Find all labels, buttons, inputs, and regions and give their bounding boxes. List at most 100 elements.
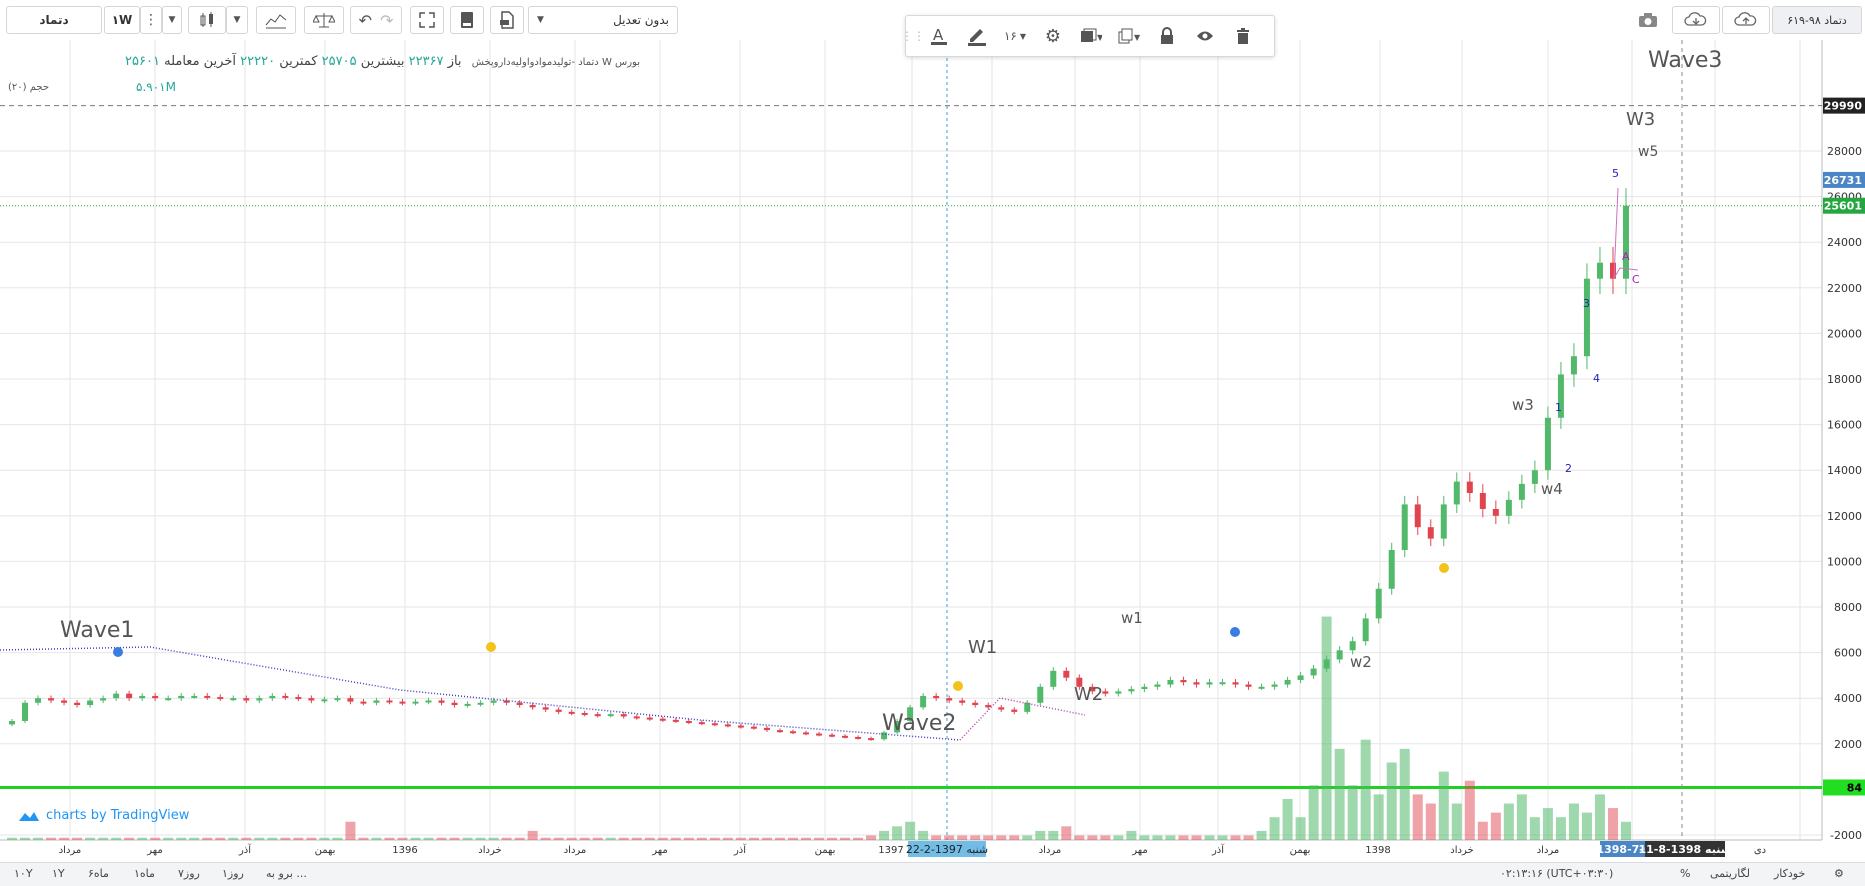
pencil-color-button[interactable] [958, 16, 996, 56]
candle-body [1427, 527, 1434, 539]
chart-type-dropdown[interactable]: ▼ [226, 6, 248, 34]
camera-icon [1639, 13, 1657, 27]
percent-toggle[interactable]: % [1680, 867, 1691, 880]
range-6m[interactable]: ۶ماه [88, 867, 109, 880]
volume-bar [761, 837, 772, 840]
range-7d[interactable]: ۷روز [178, 867, 200, 880]
candle-body [126, 693, 133, 699]
indicators-icon [265, 14, 287, 29]
volume-bar [774, 837, 785, 840]
clone-button[interactable]: ▼ [1110, 16, 1148, 56]
event-marker[interactable] [486, 642, 496, 652]
candle-body [178, 695, 185, 699]
volume-bar [1139, 835, 1150, 840]
candle-body [724, 724, 731, 727]
fullscreen-button[interactable] [410, 6, 444, 34]
range-1d[interactable]: ۱روز [222, 867, 244, 880]
event-marker[interactable] [1439, 563, 1449, 573]
volume-bar [1308, 785, 1319, 840]
volume-bar [1256, 830, 1267, 840]
abc-correction-line[interactable] [1613, 187, 1639, 279]
volume-bar [527, 830, 538, 840]
candle-body [269, 695, 276, 699]
cloud-upload-button[interactable] [1722, 6, 1770, 34]
volume-bar [683, 837, 694, 840]
event-marker[interactable] [113, 647, 123, 657]
volume-bar [918, 830, 929, 840]
delete-button[interactable] [1224, 16, 1262, 56]
interval-button[interactable]: ۱W [104, 6, 140, 34]
candle-body [985, 705, 992, 708]
text-color-button[interactable]: A [920, 16, 958, 56]
chart-area[interactable]: -2000 2000 4000 6000 8000 10000 12000 14000 1600… [0, 40, 1865, 862]
range-1y[interactable]: ۱Y [52, 867, 65, 880]
volume-bar [1503, 803, 1514, 840]
symbol-label: دتماد [39, 13, 69, 27]
log-toggle[interactable]: لگاریتمی [1710, 867, 1750, 880]
range-1m[interactable]: ۱ماه [134, 867, 155, 880]
cloud-download-button[interactable] [1672, 6, 1720, 34]
candle-body [1063, 670, 1070, 678]
volume-bar [1243, 835, 1254, 840]
cloud-download-icon [1684, 12, 1707, 26]
snapshot-camera-button[interactable] [1630, 6, 1666, 34]
settings-button[interactable]: ⚙ [1034, 16, 1072, 56]
clock-label[interactable]: ۰۲:۱۳:۱۶ (UTC+۰۳:۳۰) [1500, 867, 1614, 880]
volume-bar [905, 821, 916, 840]
x-tick-label: مهر [651, 845, 667, 856]
visibility-button[interactable] [1186, 16, 1224, 56]
redo-icon[interactable]: ↷ [380, 10, 394, 30]
volume-bar [970, 835, 981, 840]
compare-button[interactable] [304, 6, 344, 34]
gear-icon[interactable]: ⚙ [1834, 867, 1844, 880]
save-button[interactable] [450, 6, 484, 34]
symbol-search[interactable]: دتماد [6, 6, 102, 34]
candle-body [243, 698, 250, 701]
legend-series-name: بورس W دتماد -تولیدموادواولیه‌داروپخش [471, 57, 640, 68]
chart-background [0, 40, 1865, 862]
indicators-button[interactable] [256, 6, 296, 34]
volume-bar [1217, 835, 1228, 840]
candle-body [920, 695, 927, 708]
candle-body [855, 736, 862, 739]
undo-icon[interactable]: ↶ [358, 10, 372, 30]
candle-body [1258, 686, 1265, 689]
candle-body [230, 698, 237, 701]
goto-date-button[interactable]: برو به ... [266, 867, 307, 880]
volume-bar [1412, 794, 1423, 840]
trendline[interactable] [0, 646, 961, 741]
volume-bar [566, 837, 577, 840]
volume-label: حجم (۲۰) [8, 82, 50, 93]
more-options-button[interactable]: ⋮ [140, 6, 162, 34]
event-marker[interactable] [953, 681, 963, 691]
layers-button[interactable]: ▼ [1072, 16, 1110, 56]
adjustment-select[interactable]: ▼ بدون تعدیل [528, 6, 678, 34]
chart-name-tab[interactable]: دتماد ۹۸-۶۱۹ [1772, 6, 1862, 34]
price-tag [1823, 97, 1865, 114]
chart-type-button[interactable] [188, 6, 226, 34]
auto-toggle[interactable]: خودکار [1774, 867, 1806, 880]
candle-body [360, 701, 367, 704]
volume-bar [1451, 803, 1462, 840]
drag-handle-icon[interactable]: ⋮⋮ [901, 29, 925, 43]
interval-dropdown[interactable]: ▼ [162, 6, 182, 34]
wave-label: W1 [968, 637, 997, 658]
font-size-select[interactable]: ۱۶ ▼ [996, 16, 1034, 56]
lock-button[interactable] [1148, 16, 1186, 56]
volume-bar [371, 837, 382, 840]
candle-body [165, 698, 172, 701]
load-button[interactable] [490, 6, 524, 34]
candle-body [659, 718, 666, 721]
trendline[interactable] [959, 697, 1086, 741]
candle-body [1297, 675, 1304, 680]
y-tick-label: 8000 [1834, 601, 1862, 614]
range-10y[interactable]: ۱۰Y [14, 867, 33, 880]
tradingview-watermark[interactable]: charts by TradingView [18, 808, 189, 823]
wave-label: 2 [1565, 462, 1572, 475]
volume-bar [1425, 803, 1436, 840]
event-marker[interactable] [1230, 627, 1240, 637]
candle-body [1193, 682, 1200, 685]
candle-body [1245, 684, 1252, 687]
volume-bar [553, 837, 564, 840]
candle-body [217, 697, 224, 700]
